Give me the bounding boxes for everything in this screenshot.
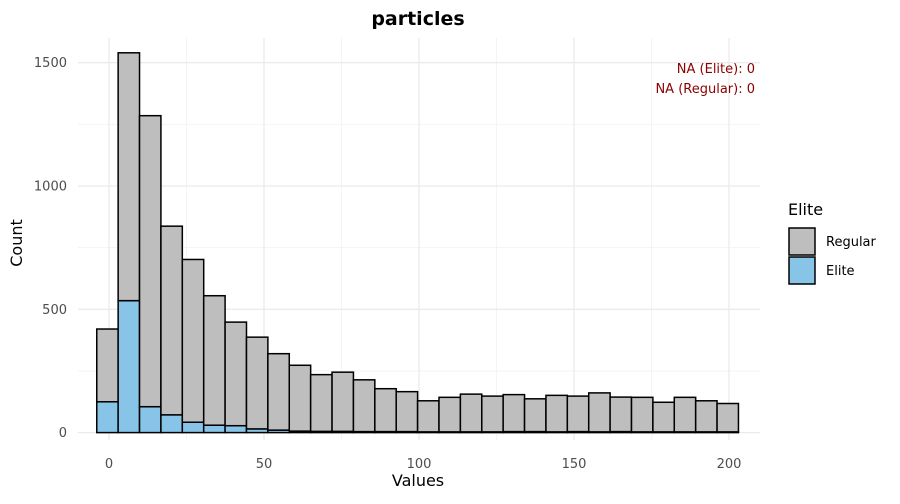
grid-lines: [78, 38, 760, 440]
bar-regular: [609, 396, 633, 433]
bar-elite: [181, 421, 205, 434]
x-tick-label: 200: [717, 457, 742, 472]
bar-regular: [502, 393, 526, 433]
bars: [96, 52, 740, 434]
bar-elite: [224, 424, 248, 434]
legend-swatch-elite: [788, 256, 816, 285]
bar-regular: [630, 396, 654, 433]
bar-regular: [331, 371, 355, 433]
chart-title: particles: [371, 8, 464, 30]
x-tick-label: 150: [562, 457, 587, 472]
bar-regular: [545, 394, 569, 433]
y-tick-label: 1000: [34, 179, 67, 194]
bar-regular: [181, 258, 205, 423]
y-tick-label: 1500: [34, 56, 67, 71]
y-tick-label: 0: [59, 426, 67, 441]
legend-title: Elite: [788, 200, 823, 219]
bar-regular: [652, 401, 676, 433]
bar-regular: [566, 395, 590, 433]
bar-elite: [138, 405, 162, 434]
bar-regular: [395, 390, 419, 433]
x-tick-label: 100: [407, 457, 432, 472]
bar-regular: [416, 400, 440, 433]
bar-regular: [117, 52, 141, 302]
tick-labels: 0 50 100 150 200 0 500 1000 1500: [34, 56, 742, 472]
bar-regular: [587, 392, 611, 433]
legend-swatch-regular: [788, 227, 816, 256]
bar-regular: [267, 352, 291, 431]
bar-regular: [245, 336, 269, 430]
bar-regular: [202, 294, 226, 426]
x-tick-label: 0: [105, 457, 113, 472]
bar-regular: [352, 379, 376, 433]
bar-regular: [523, 398, 547, 433]
bar-regular: [459, 393, 483, 433]
bar-regular: [160, 225, 184, 416]
na-regular-note: NA (Regular): 0: [655, 82, 755, 97]
bar-regular: [138, 114, 162, 408]
bar-elite: [160, 414, 184, 434]
bar-regular: [96, 328, 119, 403]
x-axis-title: Values: [392, 471, 444, 490]
bar-regular: [288, 364, 312, 432]
y-axis-title: Count: [7, 219, 26, 267]
bar-regular: [438, 396, 462, 433]
y-tick-label: 500: [42, 303, 67, 318]
bar-regular: [481, 395, 504, 433]
bar-regular: [694, 400, 718, 433]
bar-regular: [716, 402, 740, 433]
legend-label-regular: Regular: [826, 235, 877, 250]
legend-label-elite: Elite: [826, 264, 855, 279]
na-elite-note: NA (Elite): 0: [677, 62, 755, 77]
bar-elite: [117, 299, 141, 434]
bar-regular: [374, 387, 397, 433]
bar-elite: [96, 401, 119, 434]
bar-regular: [224, 321, 248, 427]
x-tick-label: 50: [256, 457, 273, 472]
legend: Elite Regular Elite: [788, 200, 877, 285]
bar-regular: [309, 373, 333, 433]
bar-elite: [202, 424, 226, 434]
bar-regular: [673, 396, 697, 433]
